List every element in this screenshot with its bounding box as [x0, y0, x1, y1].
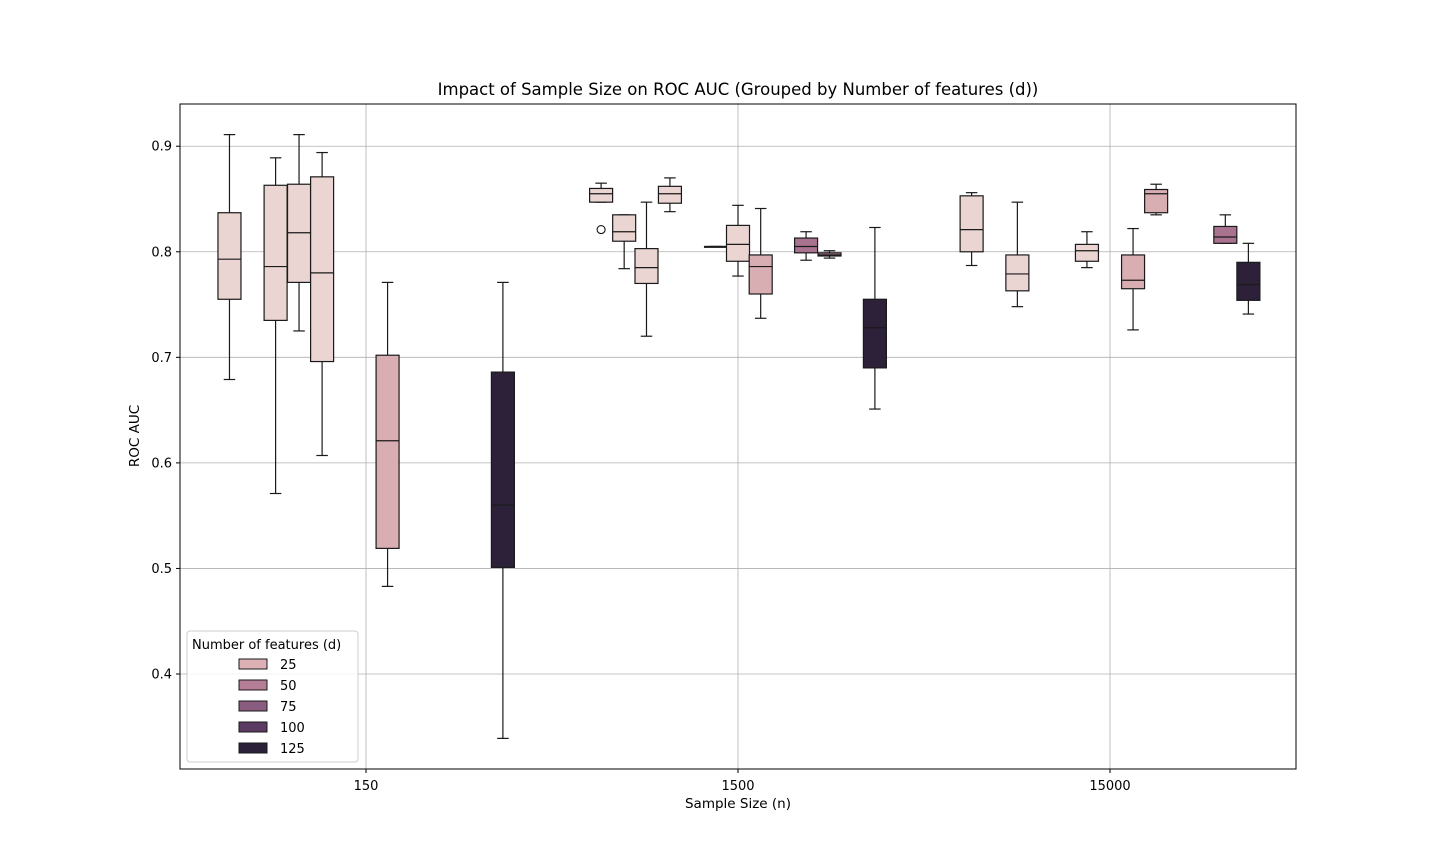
box-1500	[634, 201, 659, 337]
box-iqr	[1074, 243, 1100, 262]
box-iqr	[634, 248, 659, 285]
box-iqr	[263, 184, 288, 321]
y-tick-label: 0.6	[151, 456, 172, 471]
box-150	[490, 281, 515, 739]
y-tick-label: 0.5	[151, 562, 172, 577]
x-axis-title: Sample Size (n)	[685, 796, 791, 812]
box-1500	[703, 245, 729, 248]
box-iqr	[217, 212, 242, 300]
legend-swatch	[238, 700, 268, 712]
box-iqr	[1005, 254, 1030, 292]
legend-label: 25	[280, 658, 297, 673]
box-iqr	[657, 185, 683, 204]
x-tick-label: 1500	[721, 779, 754, 794]
legend-entries: 25 50 75 100 125	[238, 658, 305, 757]
box-15000	[1005, 201, 1030, 308]
box-iqr	[793, 237, 819, 254]
box-150	[375, 281, 400, 587]
legend-swatch	[238, 658, 268, 670]
y-axis-title: ROC AUC	[127, 405, 143, 467]
box-1500	[589, 182, 614, 235]
axis-ticks: 0.4 0.5 0.6 0.7 0.8 0.9 150 1500 15000	[151, 140, 1130, 794]
box-series	[217, 134, 1261, 739]
box-iqr	[959, 195, 984, 253]
box-iqr	[490, 371, 515, 568]
x-tick-label: 15000	[1089, 779, 1130, 794]
box-1500	[862, 226, 887, 410]
box-iqr	[1213, 225, 1238, 244]
legend-swatch	[238, 679, 268, 691]
box-150	[310, 151, 335, 457]
box-15000	[1120, 227, 1146, 331]
legend-label: 75	[280, 700, 297, 715]
box-iqr	[310, 176, 335, 363]
box-1500	[612, 214, 637, 270]
box-150	[217, 134, 242, 381]
y-tick-label: 0.4	[151, 668, 172, 683]
box-15000	[1144, 183, 1169, 216]
box-1500	[793, 231, 819, 261]
box-iqr	[1120, 254, 1146, 290]
legend-swatch	[238, 721, 268, 733]
outlier-point	[596, 225, 606, 235]
legend-frame	[186, 630, 359, 763]
y-tick-label: 0.8	[151, 245, 172, 260]
box-iqr	[1236, 261, 1261, 301]
box-iqr	[612, 214, 637, 242]
chart-title: Impact of Sample Size on ROC AUC (Groupe…	[438, 80, 1039, 99]
x-tick-label: 150	[354, 779, 379, 794]
box-iqr	[725, 224, 751, 262]
box-15000	[1236, 242, 1261, 315]
box-iqr	[1144, 188, 1169, 214]
legend-swatch	[238, 742, 268, 754]
box-iqr	[862, 298, 887, 369]
legend-label: 100	[280, 721, 305, 736]
legend-label: 125	[280, 742, 305, 757]
y-tick-label: 0.7	[151, 351, 172, 366]
box-15000	[1074, 231, 1100, 269]
y-tick-label: 0.9	[151, 140, 172, 155]
box-150	[286, 134, 312, 332]
box-1500	[748, 207, 773, 319]
box-iqr	[375, 354, 400, 549]
box-15000	[959, 192, 984, 267]
box-15000	[1213, 214, 1238, 244]
box-1500	[817, 250, 842, 259]
box-1500	[657, 177, 683, 213]
legend: Number of features (d) 25 50 75 100 125	[186, 630, 359, 763]
legend-label: 50	[280, 679, 297, 694]
box-1500	[725, 204, 751, 277]
box-iqr	[748, 254, 773, 295]
legend-title: Number of features (d)	[192, 638, 341, 653]
box-iqr	[589, 187, 614, 203]
